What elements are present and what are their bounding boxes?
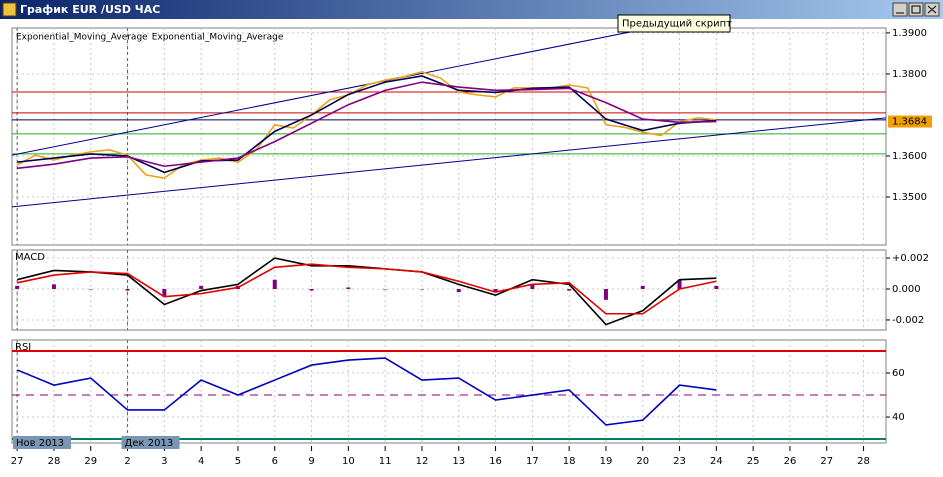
x-tick-label: 19 [600,456,613,467]
histogram-bar [15,285,20,289]
macd-pane [11,249,887,331]
x-tick-label: 13 [452,456,465,467]
tooltip-box [617,14,731,33]
x-tick-label: 4 [198,456,204,467]
histogram-bar [493,288,498,293]
trend-line [12,28,651,156]
window-button-glyphs [896,5,937,14]
x-tick-label: 28 [857,456,870,467]
histogram-bar [419,288,424,290]
histogram-bar [640,285,645,289]
x-tick-label: 27 [820,456,833,467]
month-label: Дек 2013 [125,438,174,449]
histogram-bar [603,288,608,300]
series-line [16,263,717,315]
maximize-button[interactable] [908,2,924,17]
x-tick-label: 6 [272,456,278,467]
last-price-label: 1.3684 [892,117,927,128]
histogram-bar [125,288,130,291]
x-tick-label: 11 [379,456,392,467]
pane-plot [12,340,886,443]
y-tick-label: 0.000 [892,284,921,295]
x-tick-label: 18 [563,456,576,467]
x-tick-label: 28 [48,456,61,467]
pane-plot [12,28,886,245]
histogram-bar [456,288,461,293]
plot-layer: 1.3900 1.3800 1.3600 1.3500 Exponential_Movi… [11,28,932,467]
rsi-pane [11,339,887,444]
title-bar [0,0,943,19]
last-price-box [888,115,932,128]
y-tick-label: 1.3500 [892,192,927,203]
x-tick-label: 3 [161,456,167,467]
legend-entry: Exponential_Moving_Average [16,33,148,43]
histogram-bar [309,288,314,291]
pane-title: MACD [15,252,45,263]
series-line [17,81,717,170]
month-label: Нов 2013 [16,438,64,449]
y-tick-label: -0.002 [892,315,924,326]
y-tick-label: +0.002 [892,253,929,264]
tooltip-text: Предыдущий скрипт [622,19,732,30]
y-tick-label: 1.3900 [892,28,927,39]
pane-title: RSI [15,342,31,353]
x-tick-label: 20 [636,456,649,467]
histogram-bar [346,287,351,289]
histogram-bar [162,288,167,297]
y-tick-label: 40 [892,412,905,423]
minimize-button[interactable] [892,2,908,17]
legend-entry: Exponential_Moving_Average [152,33,284,43]
month-label-box [13,436,71,449]
series-line [16,71,717,179]
x-tick-label: 9 [308,456,314,467]
histogram-bar [530,284,535,289]
trend-line [12,117,886,208]
window-title: График EUR /USD ЧАС [20,3,160,16]
histogram-bar [199,285,204,289]
series-line [16,357,717,426]
x-tick-label: 26 [784,456,797,467]
histogram-bar [677,279,682,289]
histogram-bar [272,279,277,289]
x-tick-label: 24 [710,456,723,467]
x-tick-label: 5 [235,456,241,467]
x-tick-label: 23 [673,456,686,467]
pane-plot [12,250,886,330]
x-tick-label: 12 [416,456,429,467]
histogram-bar [51,284,56,289]
x-tick-label: 2 [124,456,130,467]
window-icon [2,2,17,17]
x-tick-label: 29 [84,456,97,467]
x-tick-label: 17 [526,456,539,467]
price-pane [11,27,887,246]
y-tick-label: 60 [892,368,905,379]
month-label-box [121,436,180,449]
y-tick-label: 1.3800 [892,69,927,80]
histogram-bar [383,288,388,290]
y-tick-label: 1.3600 [892,151,927,162]
histogram-bar [88,288,93,290]
x-tick-label: 10 [342,456,355,467]
x-tick-label: 25 [747,456,760,467]
histogram-bar [567,288,572,291]
histogram-bar [714,285,719,289]
x-tick-label: 16 [489,456,502,467]
x-tick-label: 27 [11,456,24,467]
